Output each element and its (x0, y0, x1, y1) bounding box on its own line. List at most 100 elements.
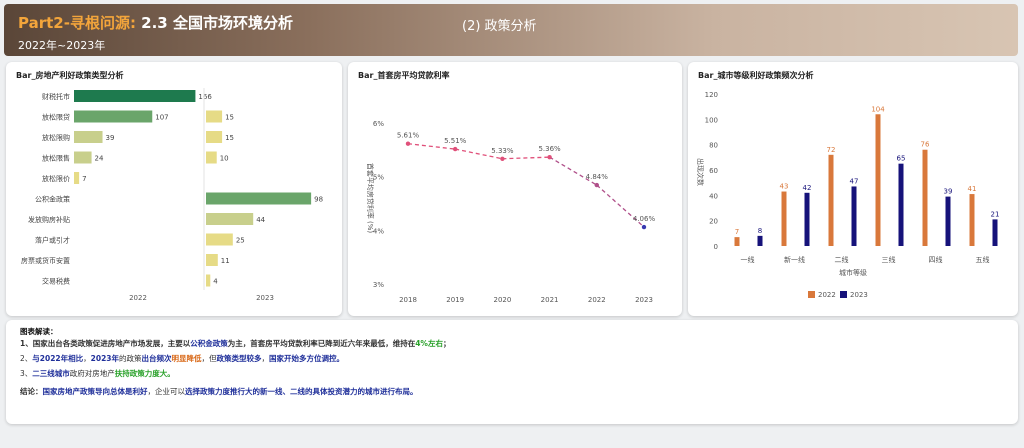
policy-type-card: Bar_房地产利好政策类型分析 财税托市 166 放松限贷 107 15 放松限购 39 15… (6, 62, 342, 316)
data-point (500, 156, 505, 161)
loan-rate-chart: 6% 5% 4% 3% 首套平均房贷利率 (%) 5.61% 2018 5.51% 2019 5.… (366, 120, 655, 304)
y-tick-label: 4% (373, 227, 384, 235)
note-line-2: 2、与2022年相比，2023年的政策出台频次明显降低，但政策类型较多，国家开始… (20, 353, 344, 364)
bar-2023 (804, 192, 810, 246)
policy-type-chart: 财税托市 166 放松限贷 107 15 放松限购 39 15 放松限售 24 10 放松限价 7 公积金… (21, 88, 323, 302)
data-label: 5.61% (397, 132, 420, 140)
x-tick-label: 五线 (976, 255, 990, 264)
bar-2023 (945, 196, 951, 246)
bar-2022 (74, 151, 92, 164)
series-line-segment (455, 148, 503, 160)
header-banner: Part2-寻根问源: 2.3 全国市场环境分析 2022年~2023年 (2)… (4, 4, 1018, 56)
x-tick-label: 一线 (741, 255, 755, 264)
y-axis-label: 首套平均房贷利率 (%) (366, 163, 375, 234)
note-text: 结论： (20, 387, 43, 396)
category-label: 房票或货币安置 (21, 256, 70, 265)
x-tick-label: 2023 (635, 296, 653, 304)
note-line-1: 1、国家出台各类政策促进房地产市场发展，主要以公积金政策为主，首套房平均贷款利率… (20, 338, 450, 349)
note-highlight: 公积金政策 (190, 339, 228, 348)
loan-rate-card: Bar_首套房平均贷款利率 6% 5% 4% 3% 首套平均房贷利率 (%) 5.61% 2… (348, 62, 682, 316)
city-tier-chart: 120 100 80 60 40 20 0 出现次数 7 8 一线 43 42 新一线 72 47 二线 104 6… (696, 91, 999, 299)
bar-value-label: 104 (871, 105, 885, 113)
category-label: 财税托市 (42, 92, 70, 101)
bar-2022 (74, 172, 80, 184)
data-point (641, 224, 647, 230)
note-highlight: 二三线城市 (32, 369, 70, 378)
note-highlight: 选择政策力度推行大的新一线、二线的具体投资潜力的城市进行布局。 (185, 387, 418, 396)
legend-swatch-2023 (840, 291, 847, 298)
data-label: 5.51% (444, 137, 467, 145)
bar-value-label: 8 (758, 227, 762, 235)
panel-label: 2022 (129, 294, 147, 302)
bar-2023 (757, 235, 763, 246)
note-text: 3、 (20, 369, 33, 378)
bar-value-label: 10 (220, 155, 229, 163)
bar-value-label: 41 (968, 185, 977, 193)
bar-value-label: 72 (827, 146, 836, 154)
legend-swatch-2022 (808, 291, 815, 298)
note-highlight: 国家开始多方位调控。 (269, 354, 345, 363)
bar-2023 (206, 213, 254, 225)
bar-2023 (206, 233, 233, 246)
note-line-4: 结论：国家房地产政策导向总体是利好，企业可以选择政策力度推行大的新一线、二线的具… (20, 386, 418, 397)
bar-2023 (992, 219, 998, 246)
y-tick-label: 6% (373, 120, 384, 128)
bar-value-label: 76 (921, 141, 930, 149)
category-label: 落户或引才 (35, 236, 70, 245)
category-label: 交易税费 (42, 277, 70, 286)
category-label: 发放购房补贴 (28, 215, 70, 224)
legend-label: 2022 (818, 291, 836, 299)
y-tick-label: 3% (373, 281, 384, 289)
note-highlight: 4%左右 (415, 339, 443, 348)
note-highlight: 2023年 (90, 354, 120, 363)
x-axis-label: 城市等级 (839, 268, 867, 277)
note-text: ，企业可以 (147, 387, 186, 396)
bar-value-label: 43 (780, 183, 789, 191)
panel-label: 2023 (256, 294, 274, 302)
bar-2023 (898, 163, 904, 246)
bar-value-label: 39 (106, 134, 115, 142)
data-label: 5.36% (538, 145, 561, 153)
bar-2023 (206, 254, 218, 266)
series-line-segment (407, 143, 456, 150)
page-subtitle: 2022年~2023年 (18, 39, 106, 52)
bar-2022 (74, 110, 153, 123)
x-tick-label: 四线 (929, 255, 943, 264)
note-text: ； (442, 339, 451, 348)
bar-value-label: 4 (213, 278, 218, 286)
bar-value-label: 25 (236, 237, 245, 245)
series-line-segment (549, 156, 598, 186)
bar-value-label: 11 (221, 257, 230, 265)
bar-2023 (851, 186, 857, 246)
note-highlight: 出台频次 (141, 354, 172, 363)
x-tick-label: 2019 (446, 296, 464, 304)
category-label: 放松限售 (42, 154, 70, 163)
x-tick-label: 新一线 (784, 255, 805, 264)
chart-notes-panel: 图表解读： 1、国家出台各类政策促进房地产市场发展，主要以公积金政策为主，首套房… (6, 320, 1018, 424)
chart1-title: Bar_房地产利好政策类型分析 (16, 71, 124, 80)
y-tick-label: 20 (709, 218, 718, 226)
legend-label: 2023 (850, 291, 868, 299)
bar-2023 (206, 110, 223, 123)
bar-value-label: 15 (225, 114, 234, 122)
note-text: 政府对房地产 (69, 369, 115, 378)
category-label: 放松限价 (42, 174, 70, 183)
note-highlight: 国家房地产政策导向总体是利好 (42, 387, 148, 396)
bar-2022 (74, 131, 103, 143)
bar-value-label: 166 (198, 93, 212, 101)
y-tick-label: 100 (705, 116, 718, 124)
note-line-3: 3、二三线城市政府对房地产扶持政策力度大。 (20, 368, 175, 379)
bar-value-label: 15 (225, 134, 234, 142)
notes-heading: 图表解读： (20, 327, 58, 336)
note-highlight: 政策类型较多 (216, 354, 262, 363)
note-text: ， (261, 354, 270, 363)
bar-value-label: 107 (155, 114, 168, 122)
y-tick-label: 60 (709, 167, 718, 175)
y-axis-label: 出现次数 (696, 158, 705, 186)
bar-value-label: 7 (82, 175, 86, 183)
x-tick-label: 2020 (493, 296, 511, 304)
category-label: 放松限购 (42, 133, 70, 142)
x-tick-label: 2022 (588, 296, 606, 304)
bar-value-label: 44 (256, 216, 265, 224)
y-tick-label: 40 (709, 192, 718, 200)
